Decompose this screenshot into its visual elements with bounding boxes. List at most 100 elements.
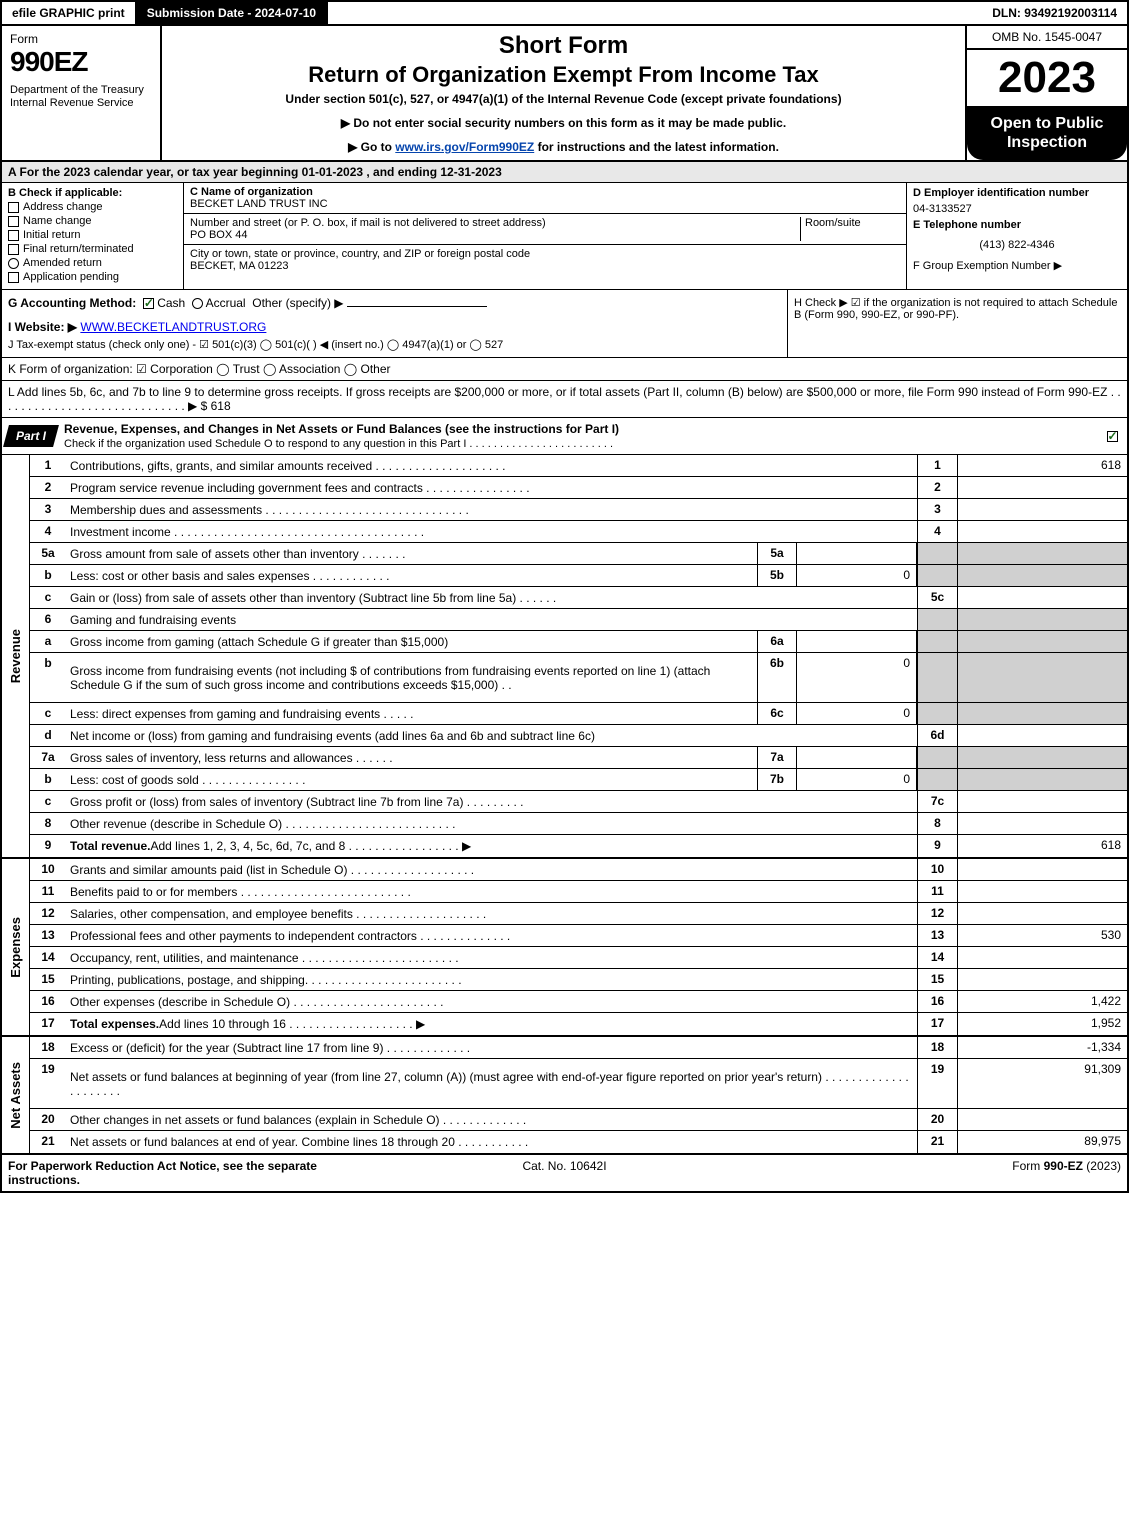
row-number: 18 [30, 1037, 66, 1058]
website-line: I Website: ▶ WWW.BECKETLANDTRUST.ORG [8, 320, 781, 334]
chk-application-pending[interactable]: Application pending [8, 271, 177, 283]
table-row: bLess: cost of goods sold . . . . . . . … [30, 769, 1127, 791]
chk-amended-return[interactable]: Amended return [8, 257, 177, 269]
row-desc: Other expenses (describe in Schedule O) … [66, 991, 917, 1012]
notice-ssn: ▶ Do not enter social security numbers o… [170, 116, 957, 130]
expenses-body: 10Grants and similar amounts paid (list … [30, 859, 1127, 1035]
footer-paperwork: For Paperwork Reduction Act Notice, see … [8, 1159, 379, 1187]
notice-goto-post: for instructions and the latest informat… [534, 140, 779, 154]
line-number-cell: 15 [917, 969, 957, 990]
website-link[interactable]: WWW.BECKETLANDTRUST.ORG [80, 320, 266, 334]
line-number-cell [917, 543, 957, 564]
row-desc: Net income or (loss) from gaming and fun… [66, 725, 917, 746]
line-value-cell [957, 747, 1127, 768]
table-row: 4Investment income . . . . . . . . . . .… [30, 521, 1127, 543]
line-value-cell [957, 703, 1127, 724]
footer-catno: Cat. No. 10642I [379, 1159, 750, 1187]
chk-name-change[interactable]: Name change [8, 215, 177, 227]
row-desc: Total revenue. Add lines 1, 2, 3, 4, 5c,… [66, 835, 917, 857]
table-row: bLess: cost or other basis and sales exp… [30, 565, 1127, 587]
row-desc: Printing, publications, postage, and shi… [66, 969, 917, 990]
row-desc: Program service revenue including govern… [66, 477, 917, 498]
row-number: 16 [30, 991, 66, 1012]
line-value-cell [957, 881, 1127, 902]
row-desc: Other changes in net assets or fund bala… [66, 1109, 917, 1130]
line-value-cell [957, 791, 1127, 812]
expenses-table: Expenses 10Grants and similar amounts pa… [0, 859, 1129, 1037]
chk-address-change[interactable]: Address change [8, 201, 177, 213]
line-value-cell [957, 969, 1127, 990]
row-number: 6 [30, 609, 66, 630]
sub-line-value: 0 [797, 653, 917, 702]
row-number: 8 [30, 813, 66, 834]
tel-label: E Telephone number [913, 219, 1121, 231]
chk-final-return[interactable]: Final return/terminated [8, 243, 177, 255]
table-row: 13Professional fees and other payments t… [30, 925, 1127, 947]
row-number: 21 [30, 1131, 66, 1153]
table-row: 11Benefits paid to or for members . . . … [30, 881, 1127, 903]
table-row: dNet income or (loss) from gaming and fu… [30, 725, 1127, 747]
row-desc: Gross income from fundraising events (no… [66, 653, 757, 702]
table-row: cGain or (loss) from sale of assets othe… [30, 587, 1127, 609]
table-row: 15Printing, publications, postage, and s… [30, 969, 1127, 991]
table-row: cLess: direct expenses from gaming and f… [30, 703, 1127, 725]
other-specify-input[interactable] [347, 306, 487, 307]
part-1-title: Revenue, Expenses, and Changes in Net As… [56, 418, 1097, 454]
table-row: bGross income from fundraising events (n… [30, 653, 1127, 703]
irs-link[interactable]: www.irs.gov/Form990EZ [395, 140, 534, 154]
row-number: 14 [30, 947, 66, 968]
tax-exempt-status: J Tax-exempt status (check only one) - ☑… [8, 338, 781, 351]
table-row: 14Occupancy, rent, utilities, and mainte… [30, 947, 1127, 969]
chk-accrual[interactable] [192, 298, 203, 309]
line-value-cell [957, 565, 1127, 586]
year-cell: OMB No. 1545-0047 2023 Open to Public In… [967, 26, 1127, 160]
chk-cash[interactable] [143, 298, 154, 309]
col-d-ein: D Employer identification number 04-3133… [907, 183, 1127, 289]
row-desc: Less: cost of goods sold . . . . . . . .… [66, 769, 757, 790]
line-number-cell [917, 609, 957, 630]
notice-goto: ▶ Go to www.irs.gov/Form990EZ for instru… [170, 140, 957, 154]
line-value-cell: 1,952 [957, 1013, 1127, 1035]
sub-line-value [797, 631, 917, 652]
table-row: 21Net assets or fund balances at end of … [30, 1131, 1127, 1153]
table-row: 19Net assets or fund balances at beginni… [30, 1059, 1127, 1109]
ein-value: 04-3133527 [913, 203, 1121, 215]
form-id-cell: Form 990EZ Department of the Treasury In… [2, 26, 162, 160]
table-row: 2Program service revenue including gover… [30, 477, 1127, 499]
part-1-schedule-o-chk[interactable] [1097, 429, 1127, 443]
sub-line-value [797, 747, 917, 768]
c-name-label: C Name of organization [190, 186, 313, 198]
row-number: 13 [30, 925, 66, 946]
line-value-cell [957, 1109, 1127, 1130]
row-number: c [30, 791, 66, 812]
line-number-cell: 13 [917, 925, 957, 946]
omb-number: OMB No. 1545-0047 [967, 26, 1127, 50]
part-1-label: Part I [3, 425, 59, 447]
form-code: 990EZ [10, 46, 152, 78]
table-row: 9Total revenue. Add lines 1, 2, 3, 4, 5c… [30, 835, 1127, 857]
efile-print[interactable]: efile GRAPHIC print [2, 2, 137, 24]
c-street-block: Number and street (or P. O. box, if mail… [184, 214, 906, 245]
page-footer: For Paperwork Reduction Act Notice, see … [0, 1155, 1129, 1193]
row-desc: Excess or (deficit) for the year (Subtra… [66, 1037, 917, 1058]
line-number-cell: 14 [917, 947, 957, 968]
chk-initial-return[interactable]: Initial return [8, 229, 177, 241]
row-number: 20 [30, 1109, 66, 1130]
line-value-cell: 530 [957, 925, 1127, 946]
table-row: 12Salaries, other compensation, and empl… [30, 903, 1127, 925]
table-row: 8Other revenue (describe in Schedule O) … [30, 813, 1127, 835]
table-row: 10Grants and similar amounts paid (list … [30, 859, 1127, 881]
line-value-cell [957, 477, 1127, 498]
sub-line-label: 5a [757, 543, 797, 564]
row-number: b [30, 769, 66, 790]
table-row: 7aGross sales of inventory, less returns… [30, 747, 1127, 769]
line-number-cell: 21 [917, 1131, 957, 1153]
line-number-cell: 19 [917, 1059, 957, 1108]
submission-date: Submission Date - 2024-07-10 [137, 2, 328, 24]
b-label: B Check if applicable: [8, 187, 177, 199]
row-desc: Grants and similar amounts paid (list in… [66, 859, 917, 880]
row-desc: Salaries, other compensation, and employ… [66, 903, 917, 924]
table-row: cGross profit or (loss) from sales of in… [30, 791, 1127, 813]
row-number: 1 [30, 455, 66, 476]
row-desc: Gross profit or (loss) from sales of inv… [66, 791, 917, 812]
